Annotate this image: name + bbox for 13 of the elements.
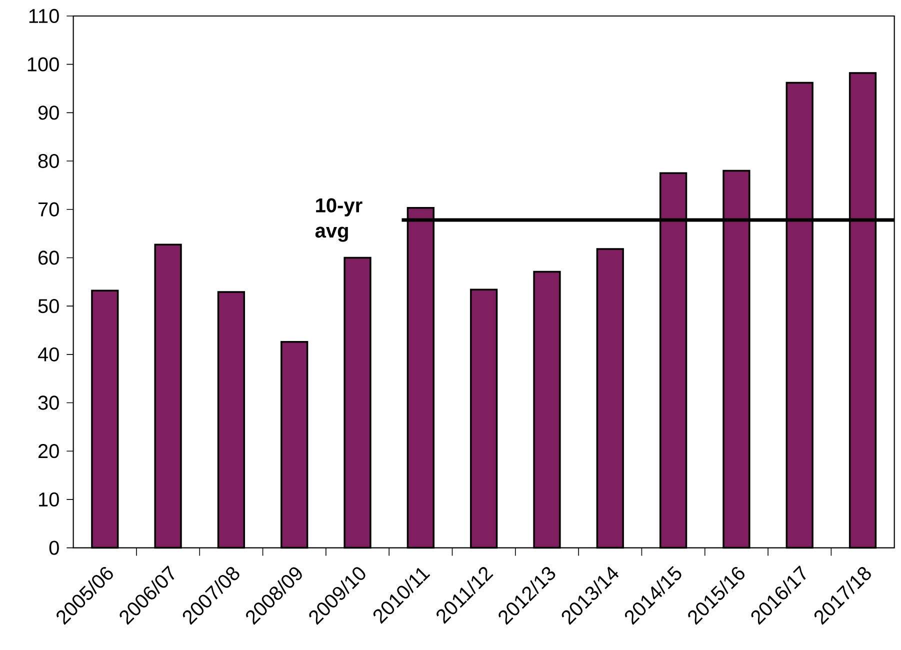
ref-line-label: 10-yr avg xyxy=(315,198,362,242)
y-tick-label: 40 xyxy=(38,347,59,362)
y-tick-label: 30 xyxy=(38,395,59,410)
y-tick-label: 50 xyxy=(38,298,59,313)
y-tick-label: 70 xyxy=(38,202,59,216)
y-tick-label: 80 xyxy=(38,154,59,168)
y-tick-label: 0 xyxy=(49,540,59,555)
y-tick-label: 10 xyxy=(39,492,59,506)
y-tick-label: 110 xyxy=(29,8,59,23)
y-tick-label: 90 xyxy=(38,105,59,120)
y-tick-label: 100 xyxy=(28,57,59,72)
y-tick-label: 60 xyxy=(38,250,59,265)
y-tick-label: 20 xyxy=(38,444,59,458)
